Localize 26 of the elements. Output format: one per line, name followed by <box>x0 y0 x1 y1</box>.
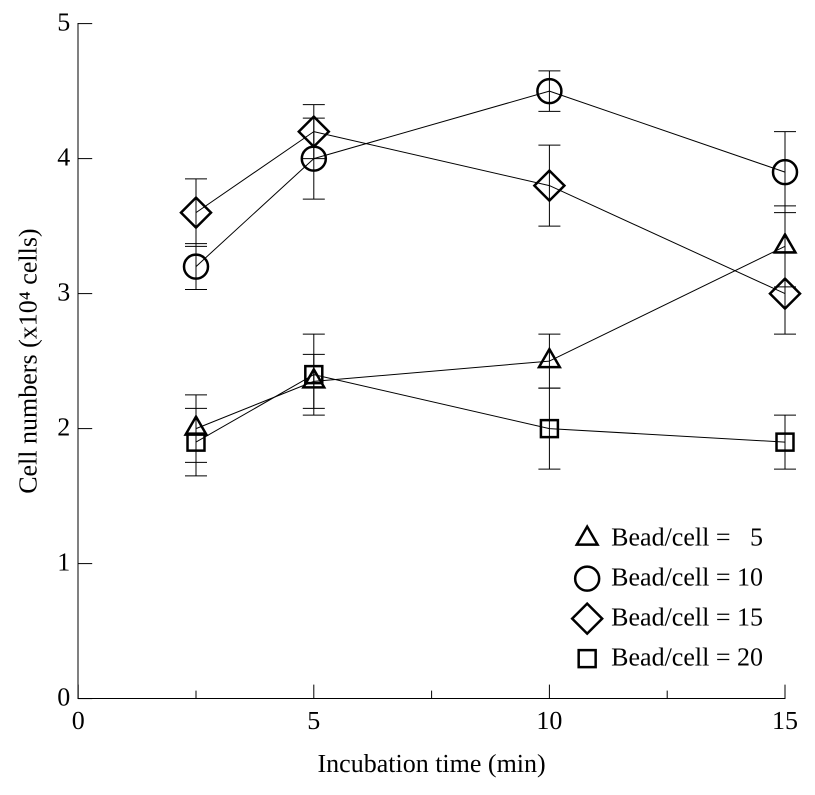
y-tick-label: 3 <box>57 277 70 306</box>
point <box>180 196 212 229</box>
x-axis-title: Incubation time (min) <box>318 749 546 778</box>
x-tick-label: 10 <box>536 706 562 736</box>
point <box>536 78 563 104</box>
point <box>772 158 798 186</box>
legend-label: Bead/cell = 10 <box>611 562 764 592</box>
point <box>768 277 802 310</box>
point <box>533 169 566 202</box>
y-tick-label: 2 <box>57 412 70 442</box>
y-axis-title: Cell numbers (x10⁴ cells) <box>13 228 42 494</box>
y-tick-label: 0 <box>57 682 70 712</box>
legend-label: Bead/cell = 15 <box>611 602 764 632</box>
y-tick-label: 5 <box>57 7 70 36</box>
point <box>300 145 328 172</box>
point <box>182 253 210 280</box>
x-tick-label: 15 <box>772 706 798 736</box>
x-tick-label: 5 <box>307 706 320 736</box>
point <box>186 432 206 452</box>
point <box>298 115 330 148</box>
y-tick-label: 1 <box>57 547 70 576</box>
y-tick-label: 4 <box>57 142 70 172</box>
legend-label: Bead/cell = 20 <box>611 642 764 672</box>
legend-label: Bead/cell = 5 <box>611 522 764 552</box>
point <box>540 418 560 438</box>
point <box>775 432 795 452</box>
